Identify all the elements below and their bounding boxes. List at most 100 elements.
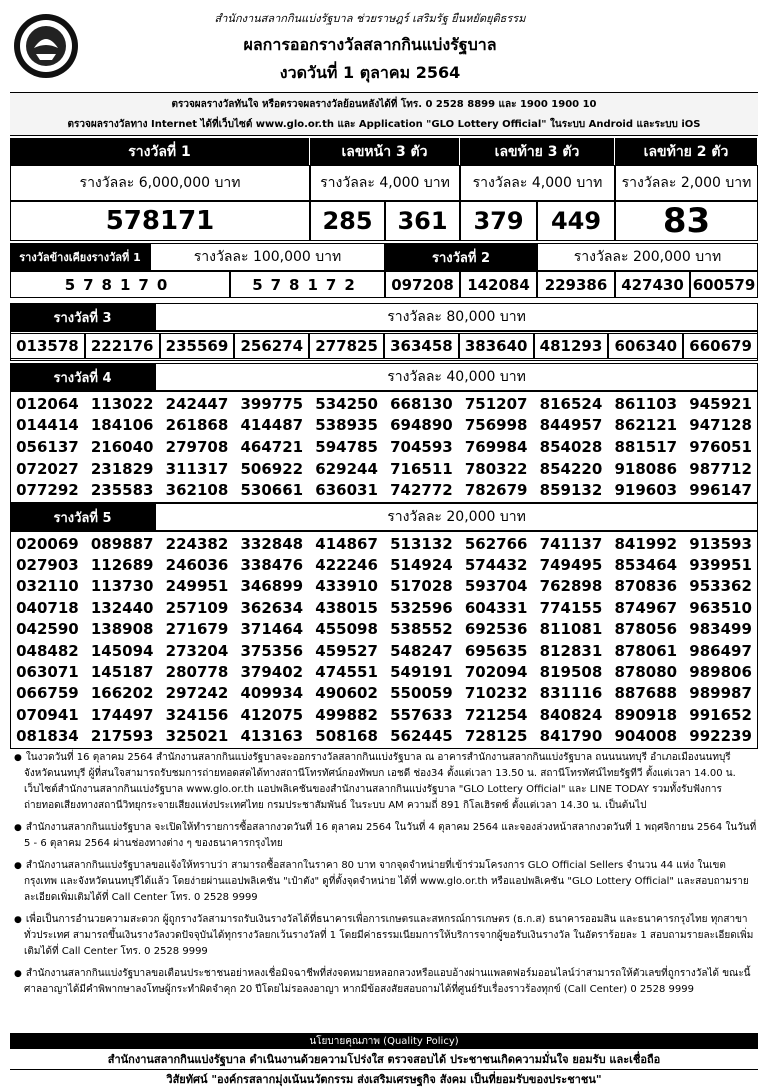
prize5-number: 338476 [240, 556, 304, 575]
prize5-number: 438015 [315, 598, 378, 617]
prize5-number: 991652 [689, 705, 752, 724]
prize5-number: 346899 [240, 577, 304, 596]
prize4-number: 919603 [614, 481, 678, 500]
prize5-number: 414867 [315, 534, 378, 553]
prize4-frame [10, 391, 758, 503]
front-three-number: 361 [385, 201, 460, 241]
prize-header: รางวัลที่ 1 [10, 138, 310, 165]
prize5-number: 132440 [90, 598, 154, 617]
prize5-number: 020069 [16, 534, 79, 553]
prize5-number: 271679 [165, 620, 229, 639]
prize2-number: 427430 [615, 271, 690, 298]
prize-amount: รางวัลละ 4,000 บาท [460, 165, 615, 201]
prize5-number: 812831 [539, 641, 603, 660]
prize5-number: 371464 [240, 620, 304, 639]
prize5-label: รางวัลที่ 5 [10, 503, 155, 531]
prize4-number: 694890 [390, 416, 453, 435]
prize5-number: 695635 [464, 641, 528, 660]
prize3-number: 256274 [234, 333, 310, 359]
prize4-number: 859132 [539, 481, 603, 500]
prize4-number: 414487 [240, 416, 304, 435]
prize5-number: 138908 [90, 620, 154, 639]
prize5-amount: รางวัลละ 20,000 บาท [155, 503, 758, 531]
prize5-number: 113730 [90, 577, 154, 596]
prize3-number: 660679 [683, 333, 758, 359]
prize4-number: 751207 [464, 394, 528, 413]
prize5-number: 273204 [165, 641, 229, 660]
prize5-number: 538552 [390, 620, 453, 639]
prize4-number: 072027 [16, 459, 79, 478]
prize5-number: 774155 [539, 598, 603, 617]
quality-policy: สำนักงานสลากกินแบ่งรัฐบาล ดำเนินงานด้วยค… [107, 1053, 661, 1066]
prize5-number: 063071 [16, 663, 79, 682]
prize5-number: 878061 [614, 641, 678, 660]
prize4-number: 782679 [464, 481, 528, 500]
prize5-number: 549191 [390, 663, 453, 682]
prize5-number: 040718 [16, 598, 79, 617]
prize5-number: 224382 [165, 534, 229, 553]
prize5-number: 992239 [689, 727, 752, 746]
prize5-number: 174497 [90, 705, 154, 724]
adjacent-number: 578170 [10, 271, 230, 298]
prize5-number: 870836 [614, 577, 678, 596]
prize4-number: 947128 [689, 416, 752, 435]
prize5-number: 819508 [539, 663, 603, 682]
prize5-number: 913593 [689, 534, 752, 553]
sheet-title: ผลการออกรางวัลสลากกินแบ่งรัฐบาล [243, 34, 497, 54]
prize2-label: รางวัลที่ 2 [385, 243, 537, 271]
prize5-number: 280778 [165, 663, 229, 682]
prize5-number: 728125 [464, 727, 528, 746]
prize3-number: 606340 [608, 333, 684, 359]
prize5-number: 325021 [165, 727, 229, 746]
prize5-number: 412075 [240, 705, 304, 724]
prize4-number: 014414 [16, 416, 79, 435]
prize4-number: 987712 [689, 459, 752, 478]
prize3-number: 383640 [458, 333, 534, 359]
prize4-number: 399775 [240, 394, 304, 413]
back-three-number: 379 [460, 201, 537, 241]
prize5-number: 953362 [689, 577, 752, 596]
prize5-number: 297242 [165, 684, 229, 703]
prize5-number: 878080 [614, 663, 678, 682]
prize3-number: 235569 [159, 333, 235, 359]
prize5-number: 874967 [614, 598, 678, 617]
prize4-label: รางวัลที่ 4 [10, 363, 155, 391]
prize5-number: 557633 [390, 705, 453, 724]
prize5-number: 604331 [464, 598, 528, 617]
quality-title: นโยบายคุณภาพ (Quality Policy) [10, 1033, 758, 1049]
prize5-number: 422246 [315, 556, 378, 575]
front-three-number: 285 [310, 201, 385, 241]
prize5-number: 413163 [240, 727, 304, 746]
prize4-number: 742772 [390, 481, 453, 500]
prize5-number: 517028 [390, 577, 453, 596]
prize5-number: 986497 [689, 641, 752, 660]
prize3-number: 013578 [10, 333, 85, 359]
prize5-number: 890918 [614, 705, 678, 724]
prize5-number: 249951 [165, 577, 229, 596]
info-line: ตรวจผลรางวัลทาง Internet ได้ที่เว็บไซต์ … [67, 118, 701, 130]
prize2-number: 142084 [460, 271, 537, 298]
first-prize-number: 578171 [10, 201, 310, 241]
prize5-number: 532596 [390, 598, 453, 617]
prize4-number: 464721 [240, 437, 304, 456]
prize5-number: 710232 [464, 684, 528, 703]
prize5-number: 887688 [614, 684, 678, 703]
prize5-number: 811081 [539, 620, 603, 639]
prize5-number: 963510 [689, 598, 752, 617]
prize4-amount: รางวัลละ 40,000 บาท [155, 363, 758, 391]
prize3-amount: รางวัลละ 80,000 บาท [155, 303, 758, 331]
prize-header: เลขหน้า 3 ตัว [310, 138, 460, 165]
prize4-number: 216040 [90, 437, 154, 456]
prize3-number: 277825 [309, 333, 384, 359]
prize4-number: 056137 [16, 437, 79, 456]
prize5-number: 499882 [315, 705, 378, 724]
prize5-number: 508168 [315, 727, 378, 746]
prize3-number: 222176 [84, 333, 160, 359]
prize4-number: 861103 [614, 394, 678, 413]
prize5-number: 749495 [539, 556, 603, 575]
note: ในงวดวันที่ 16 ตุลาคม 2564 สำนักงานสลากก… [10, 750, 758, 814]
note: สำนักงานสลากกินแบ่งรัฐบาลขอแจ้งให้ทราบว่… [10, 858, 758, 906]
prize4-number: 231829 [90, 459, 154, 478]
prize5-number: 032110 [16, 577, 79, 596]
prize5-number: 027903 [16, 556, 79, 575]
